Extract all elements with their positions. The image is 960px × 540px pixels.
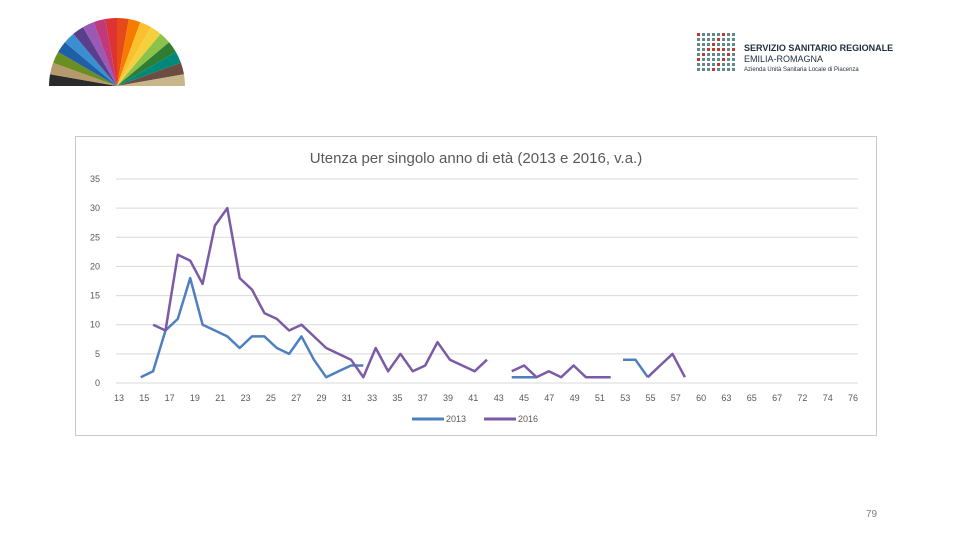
page-number: 79 [866,509,878,520]
logo-line-1: SERVIZIO SANITARIO REGIONALE [744,43,894,53]
logo-dot-grid [697,33,735,71]
series-line-2013 [140,276,364,379]
x-tick-label: 13 [114,393,124,403]
y-tick-label: 20 [90,261,100,271]
x-tick-label: 35 [392,393,402,403]
series-line-2016 [152,206,488,379]
x-tick-label: 15 [139,393,149,403]
x-tick-label: 43 [494,393,504,403]
y-tick-label: 0 [95,378,100,388]
x-tick-label: 49 [570,393,580,403]
logo-line-3: Azienda Unità Sanitaria Locale di Piacen… [744,67,859,73]
series-line-2016 [646,352,687,379]
x-tick-label: 60 [696,393,706,403]
series-line-2013 [623,358,649,378]
y-tick-label: 10 [90,320,100,330]
chart-container: Utenza per singolo anno di età (2013 e 2… [75,136,877,436]
x-tick-label: 47 [544,393,554,403]
x-tick-label: 53 [620,393,630,403]
y-tick-label: 35 [90,174,100,184]
x-tick-label: 29 [316,393,326,403]
series-line-2016 [511,364,611,379]
x-tick-label: 74 [823,393,833,403]
x-tick-label: 72 [797,393,807,403]
x-tick-label: 57 [671,393,681,403]
x-tick-label: 25 [266,393,276,403]
x-tick-label: 23 [241,393,251,403]
ausl-logo: SERVIZIO SANITARIO REGIONALE EMILIA-ROMA… [696,32,896,78]
rainbow-fan-logo [48,18,186,87]
logo-text: SERVIZIO SANITARIO REGIONALE EMILIA-ROMA… [744,43,893,75]
x-tick-label: 27 [291,393,301,403]
x-tick-label: 41 [468,393,478,403]
x-tick-label: 76 [848,393,858,403]
y-tick-label: 30 [90,203,100,213]
x-tick-label: 17 [165,393,175,403]
y-tick-label: 25 [90,232,100,242]
logo-line-2: EMILIA-ROMAGNA [744,54,824,64]
y-tick-label: 5 [95,349,100,359]
x-tick-label: 39 [443,393,453,403]
x-tick-label: 31 [342,393,352,403]
x-tick-label: 67 [772,393,782,403]
x-tick-label: 33 [367,393,377,403]
legend-label-2016: 2016 [518,414,538,424]
chart-title: Utenza per singolo anno di età (2013 e 2… [310,150,642,167]
y-tick-label: 15 [90,291,100,301]
x-tick-label: 19 [190,393,200,403]
x-tick-label: 51 [595,393,605,403]
x-tick-label: 65 [747,393,757,403]
x-tick-label: 37 [418,393,428,403]
legend-label-2013: 2013 [446,414,466,424]
x-tick-label: 55 [645,393,655,403]
x-tick-label: 63 [721,393,731,403]
x-tick-label: 45 [519,393,529,403]
line-chart: Utenza per singolo anno di età (2013 e 2… [90,150,858,424]
x-tick-label: 21 [215,393,225,403]
